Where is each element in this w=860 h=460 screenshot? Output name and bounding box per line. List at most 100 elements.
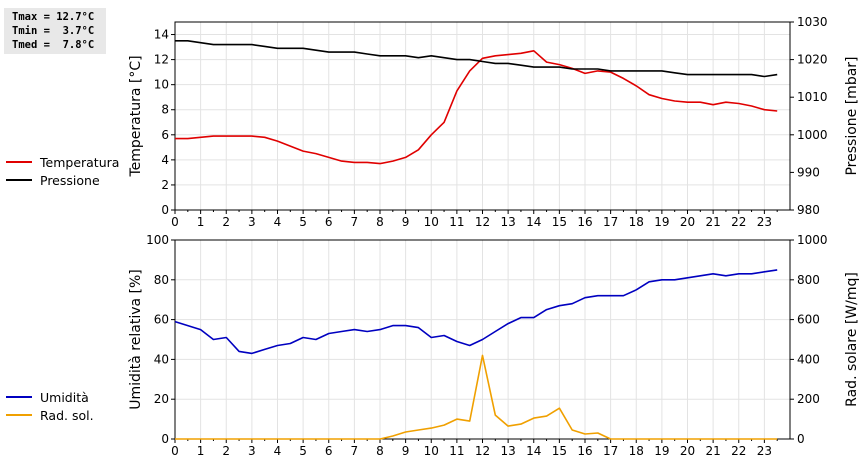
legend-item-temperatura: Temperatura [6, 153, 119, 171]
legend-label-rad-sol: Rad. sol. [40, 407, 94, 423]
stats-tmin: Tmin = 3.7°C [12, 25, 95, 37]
top-x-tick-label: 19 [654, 215, 669, 229]
bottom-y-left-tick-label: 20 [154, 392, 169, 406]
bottom-y-left-tick-label: 100 [146, 233, 169, 247]
top-y-right-label: Pressione [mbar] [844, 56, 860, 175]
top-x-tick-label: 23 [757, 215, 772, 229]
top-x-tick-label: 15 [552, 215, 567, 229]
series-line-temperatura [175, 49, 778, 165]
bottom-x-tick-label: 1 [197, 444, 205, 458]
legend-swatch-rad-sol [6, 414, 32, 416]
top-x-tick-label: 2 [222, 215, 230, 229]
bottom-y-right-tick-label: 800 [797, 273, 820, 287]
series-line-rad-sol [175, 354, 778, 440]
legend-swatch-pressione [6, 179, 32, 181]
bottom-y-left-tick-label: 0 [161, 432, 169, 446]
top-y-left-tick-label: 14 [154, 28, 169, 42]
series-line-umidita [174, 269, 778, 355]
bottom-y-right-tick-label: 0 [797, 432, 805, 446]
top-y-left-tick-label: 6 [161, 128, 169, 142]
bottom-x-tick-label: 3 [248, 444, 256, 458]
top-y-left-tick-label: 2 [161, 178, 169, 192]
top-x-tick-label: 13 [500, 215, 515, 229]
top-x-tick-label: 7 [351, 215, 359, 229]
bottom-x-tick-label: 16 [577, 444, 592, 458]
legend-item-pressione: Pressione [6, 171, 119, 189]
top-y-right-tick-label: 1020 [797, 53, 828, 67]
legend-top: Temperatura Pressione [6, 153, 119, 189]
legend-swatch-umidita [6, 396, 32, 398]
legend-label-temperatura: Temperatura [40, 154, 120, 170]
top-y-left-tick-label: 8 [161, 103, 169, 117]
top-x-tick-label: 0 [171, 215, 179, 229]
top-x-tick-label: 21 [705, 215, 720, 229]
bottom-y-right-tick-label: 400 [797, 352, 820, 366]
top-x-tick-label: 6 [325, 215, 333, 229]
top-y-right-tick-label: 990 [797, 165, 820, 179]
top-x-tick-label: 4 [274, 215, 282, 229]
bottom-x-tick-label: 22 [731, 444, 746, 458]
bottom-y-right-label: Rad. solare [W/mq] [844, 272, 860, 407]
stats-tmax: Tmax = 12.7°C [12, 11, 95, 23]
top-y-right-tick-label: 1010 [797, 90, 828, 104]
bottom-y-left-tick-label: 80 [154, 273, 169, 287]
legend-item-rad-sol: Rad. sol. [6, 406, 94, 424]
bottom-x-tick-label: 6 [325, 444, 333, 458]
top-x-tick-label: 20 [680, 215, 695, 229]
bottom-x-tick-label: 8 [376, 444, 384, 458]
bottom-x-tick-label: 10 [424, 444, 439, 458]
bottom-x-tick-label: 11 [449, 444, 464, 458]
top-x-tick-label: 5 [299, 215, 307, 229]
bottom-x-tick-label: 14 [526, 444, 541, 458]
bottom-x-tick-label: 0 [171, 444, 179, 458]
bottom-x-tick-label: 17 [603, 444, 618, 458]
series-line-pressione [175, 39, 778, 78]
bottom-x-tick-label: 7 [351, 444, 359, 458]
top-x-tick-label: 17 [603, 215, 618, 229]
stats-box: Tmax = 12.7°C Tmin = 3.7°C Tmed = 7.8°C [4, 8, 106, 54]
top-y-right-tick-label: 1030 [797, 15, 828, 29]
legend-label-pressione: Pressione [40, 172, 100, 188]
bottom-x-tick-label: 19 [654, 444, 669, 458]
bottom-x-tick-label: 13 [500, 444, 515, 458]
top-y-right-tick-label: 1000 [797, 128, 828, 142]
legend-item-umidita: Umidità [6, 388, 94, 406]
bottom-x-tick-label: 9 [402, 444, 410, 458]
bottom-x-tick-label: 18 [629, 444, 644, 458]
stats-tmed: Tmed = 7.8°C [12, 39, 95, 51]
top-x-tick-label: 22 [731, 215, 746, 229]
top-x-tick-label: 14 [526, 215, 541, 229]
top-x-tick-label: 1 [197, 215, 205, 229]
bottom-x-tick-label: 12 [475, 444, 490, 458]
bottom-y-right-tick-label: 1000 [797, 233, 828, 247]
bottom-x-tick-label: 23 [757, 444, 772, 458]
top-x-tick-label: 11 [449, 215, 464, 229]
bottom-y-left-tick-label: 40 [154, 352, 169, 366]
legend-bottom: Umidità Rad. sol. [6, 388, 94, 424]
top-x-tick-label: 16 [577, 215, 592, 229]
top-y-left-tick-label: 10 [154, 78, 169, 92]
bottom-y-right-tick-label: 200 [797, 392, 820, 406]
top-x-tick-label: 9 [402, 215, 410, 229]
legend-swatch-temperatura [6, 161, 32, 163]
top-plot-frame [174, 21, 791, 211]
top-y-right-tick-label: 980 [797, 203, 820, 217]
bottom-x-tick-label: 20 [680, 444, 695, 458]
top-x-tick-label: 12 [475, 215, 490, 229]
top-x-tick-label: 8 [376, 215, 384, 229]
top-y-left-tick-label: 12 [154, 53, 169, 67]
bottom-y-left-label: Umidità relativa [%] [128, 269, 144, 410]
bottom-y-right-tick-label: 600 [797, 313, 820, 327]
bottom-plot-frame [174, 239, 791, 440]
bottom-y-left-tick-label: 60 [154, 313, 169, 327]
legend-label-umidita: Umidità [40, 389, 89, 405]
top-x-tick-label: 3 [248, 215, 256, 229]
bottom-x-tick-label: 2 [222, 444, 230, 458]
top-y-left-tick-label: 4 [161, 153, 169, 167]
top-y-left-label: Temperatura [°C] [128, 55, 144, 177]
bottom-x-tick-label: 15 [552, 444, 567, 458]
bottom-x-tick-label: 4 [274, 444, 282, 458]
bottom-x-tick-label: 5 [299, 444, 307, 458]
bottom-x-tick-label: 21 [705, 444, 720, 458]
